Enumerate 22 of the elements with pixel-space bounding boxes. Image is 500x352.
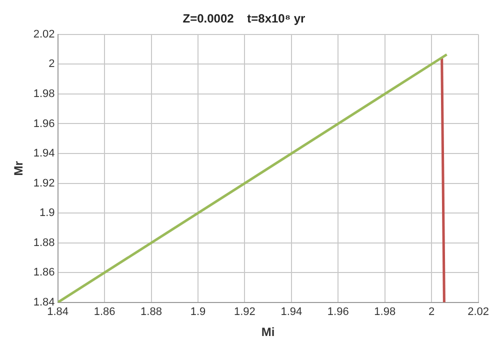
y-tick-label: 1.92: [33, 177, 55, 190]
y-axis-title: Mr: [12, 160, 26, 176]
x-axis-title: Mi: [261, 325, 275, 340]
x-tick-label: 1.98: [374, 306, 396, 318]
y-tick-label: 2: [48, 58, 55, 70]
y-tick-label: 1.84: [33, 296, 55, 308]
x-tick-label: 1.94: [280, 306, 302, 318]
x-tick-label: 1.96: [327, 306, 349, 318]
x-tick-label: 1.92: [234, 306, 256, 318]
y-tick-label: 1.9: [40, 207, 55, 220]
y-tick-label: 1.94: [33, 148, 55, 160]
x-tick-label: 2.02: [468, 306, 490, 318]
y-tick-label: 1.98: [33, 88, 55, 100]
x-tick-label: 2: [428, 306, 435, 318]
y-tick-label: 1.96: [33, 118, 55, 130]
y-tick-label: 1.86: [33, 266, 55, 279]
chart-title: Z=0.0002 t=8x10⁸ yr: [182, 12, 306, 26]
x-tick-label: 1.86: [94, 306, 116, 318]
x-tick-label: 1.88: [140, 306, 162, 318]
y-tick-label: 1.88: [33, 236, 55, 249]
y-tick-label: 2.02: [33, 28, 55, 40]
x-tick-label: 1.9: [190, 306, 206, 318]
